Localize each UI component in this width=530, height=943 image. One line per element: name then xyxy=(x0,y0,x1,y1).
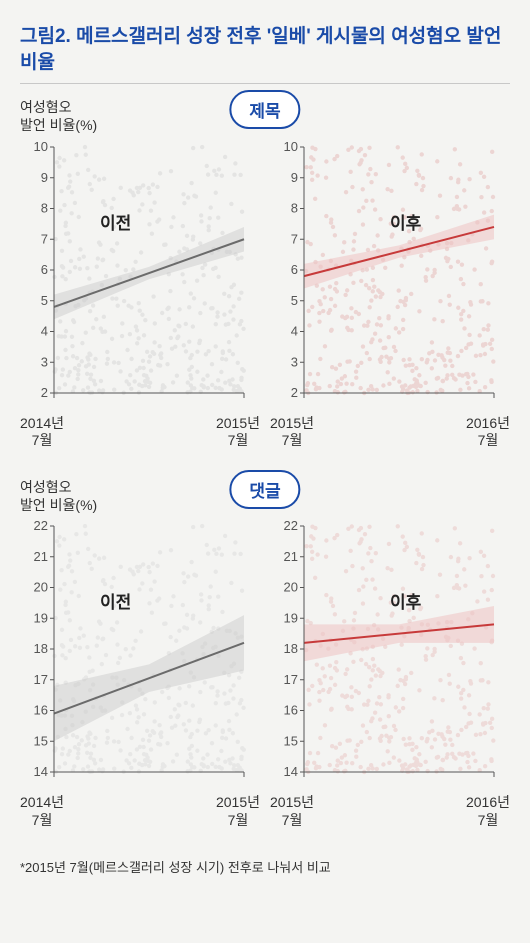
svg-text:19: 19 xyxy=(34,610,48,625)
svg-text:14: 14 xyxy=(284,764,298,779)
svg-text:3: 3 xyxy=(41,354,48,369)
yaxis-label-l2: 발언 비율(%) xyxy=(20,117,97,133)
svg-text:10: 10 xyxy=(34,141,48,154)
panel-label-after-2: 이후 xyxy=(390,588,421,613)
panel-bottom-left: 14 15 16 17 18 19 20 21 22 이전 2014년7월 2015년7월 xyxy=(20,520,260,829)
xlabel-bl-end: 2015년7월 xyxy=(216,794,260,829)
svg-text:7: 7 xyxy=(291,231,298,246)
panel-label-before-1: 이전 xyxy=(100,209,131,234)
badge-bottom: 댓글 xyxy=(229,470,300,509)
chart-bottom-right: 14 15 16 17 18 19 20 21 22 xyxy=(270,520,500,790)
svg-text:20: 20 xyxy=(284,580,298,595)
xaxis-top-right: 2015년7월 2016년7월 xyxy=(270,415,510,450)
svg-text:20: 20 xyxy=(34,580,48,595)
section-top: 여성혐오 발언 비율(%) 제목 2345678910 이전 2014년7월 2… xyxy=(20,98,510,449)
footnote: *2015년 7월(메르스갤러리 성장 시기) 전후로 나눠서 비교 xyxy=(20,857,510,876)
xlabel-br-start: 2015년7월 xyxy=(270,794,314,829)
svg-text:2: 2 xyxy=(41,385,48,400)
panels-top: 2 3 4 5 6 7 8 9 10 이전 2014년7월 2015년7월 2 3 4 5 6 7 8 9 10… xyxy=(20,141,510,450)
panels-bottom: 14 15 16 17 18 19 20 21 22 이전 2014년7월 2015년7월 14… xyxy=(20,520,510,829)
svg-text:15: 15 xyxy=(284,733,298,748)
svg-text:22: 22 xyxy=(34,520,48,533)
svg-text:14: 14 xyxy=(34,764,48,779)
svg-text:4: 4 xyxy=(41,323,48,338)
xaxis-top-left: 2014년7월 2015년7월 xyxy=(20,415,260,450)
chart-bottom-left: 14 15 16 17 18 19 20 21 22 xyxy=(20,520,250,790)
svg-text:3: 3 xyxy=(291,354,298,369)
svg-text:22: 22 xyxy=(284,520,298,533)
chart-top-left: 2 3 4 5 6 7 8 9 10 xyxy=(20,141,250,411)
svg-text:17: 17 xyxy=(284,672,298,687)
svg-text:15: 15 xyxy=(34,733,48,748)
svg-text:7: 7 xyxy=(41,231,48,246)
xlabel-tl-end: 2015년7월 xyxy=(216,415,260,450)
section-bottom: 여성혐오 발언 비율(%) 댓글 141516171819202122 이전 2… xyxy=(20,478,510,829)
chart-bottom-left-wrap: 14 15 16 17 18 19 20 21 22 이전 xyxy=(20,520,260,790)
xlabel-br-end: 2016년7월 xyxy=(466,794,510,829)
svg-text:9: 9 xyxy=(41,169,48,184)
yaxis-label-l1: 여성혐오 xyxy=(20,99,72,115)
xlabel-bl-start: 2014년7월 xyxy=(20,794,64,829)
svg-text:16: 16 xyxy=(284,703,298,718)
panel-top-left: 2 3 4 5 6 7 8 9 10 이전 2014년7월 2015년7월 xyxy=(20,141,260,450)
xaxis-bot-left: 2014년7월 2015년7월 xyxy=(20,794,260,829)
svg-text:5: 5 xyxy=(291,292,298,307)
xlabel-tl-start: 2014년7월 xyxy=(20,415,64,450)
panel-label-before-2: 이전 xyxy=(100,588,131,613)
yaxis-label-b-l1: 여성혐오 xyxy=(20,479,72,495)
svg-text:19: 19 xyxy=(284,610,298,625)
svg-text:21: 21 xyxy=(284,549,298,564)
svg-text:9: 9 xyxy=(291,169,298,184)
chart-bottom-right-wrap: 14 15 16 17 18 19 20 21 22 이후 xyxy=(270,520,510,790)
svg-text:16: 16 xyxy=(34,703,48,718)
svg-text:2: 2 xyxy=(291,385,298,400)
panel-top-right: 2 3 4 5 6 7 8 9 10 이후 2015년7월 2016년7월 xyxy=(270,141,510,450)
chart-top-left-wrap: 2 3 4 5 6 7 8 9 10 이전 xyxy=(20,141,260,411)
svg-text:21: 21 xyxy=(34,549,48,564)
yaxis-label-b-l2: 발언 비율(%) xyxy=(20,497,97,513)
svg-text:4: 4 xyxy=(291,323,298,338)
figure-title: 그림2. 메르스갤러리 성장 전후 '일베' 게시물의 여성혐오 발언 비율 xyxy=(20,24,510,75)
svg-text:8: 8 xyxy=(41,200,48,215)
chart-top-right: 2 3 4 5 6 7 8 9 10 xyxy=(270,141,500,411)
xlabel-tr-start: 2015년7월 xyxy=(270,415,314,450)
xaxis-bot-right: 2015년7월 2016년7월 xyxy=(270,794,510,829)
xlabel-tr-end: 2016년7월 xyxy=(466,415,510,450)
svg-text:18: 18 xyxy=(284,641,298,656)
divider xyxy=(20,83,510,84)
svg-text:5: 5 xyxy=(41,292,48,307)
chart-top-right-wrap: 2 3 4 5 6 7 8 9 10 이후 xyxy=(270,141,510,411)
svg-text:6: 6 xyxy=(41,262,48,277)
panel-bottom-right: 14 15 16 17 18 19 20 21 22 이후 2015년7월 2016년7월 xyxy=(270,520,510,829)
svg-text:17: 17 xyxy=(34,672,48,687)
svg-text:6: 6 xyxy=(291,262,298,277)
svg-text:8: 8 xyxy=(291,200,298,215)
svg-text:10: 10 xyxy=(284,141,298,154)
badge-top: 제목 xyxy=(229,90,300,129)
panel-label-after-1: 이후 xyxy=(390,209,421,234)
svg-text:18: 18 xyxy=(34,641,48,656)
